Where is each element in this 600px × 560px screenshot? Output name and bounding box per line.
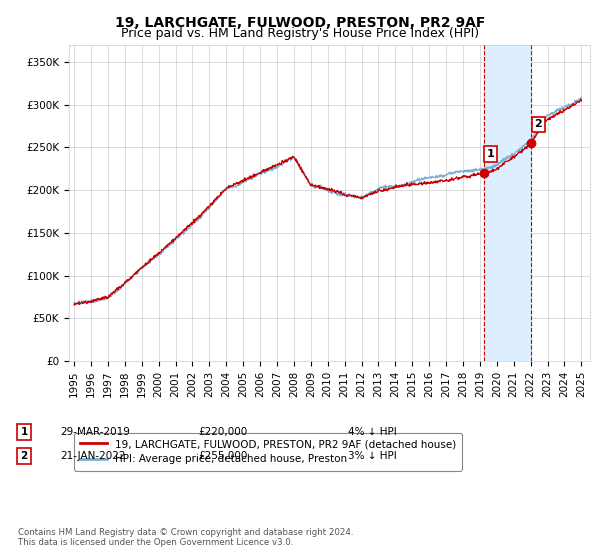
Text: 3% ↓ HPI: 3% ↓ HPI [348,451,397,461]
Text: 4% ↓ HPI: 4% ↓ HPI [348,427,397,437]
Text: 2: 2 [20,451,28,461]
Text: £255,000: £255,000 [198,451,247,461]
Text: 21-JAN-2022: 21-JAN-2022 [60,451,125,461]
Bar [484,45,532,361]
Text: 2: 2 [535,119,542,129]
Text: 19, LARCHGATE, FULWOOD, PRESTON, PR2 9AF: 19, LARCHGATE, FULWOOD, PRESTON, PR2 9AF [115,16,485,30]
Text: £220,000: £220,000 [198,427,247,437]
Text: Contains HM Land Registry data © Crown copyright and database right 2024.
This d: Contains HM Land Registry data © Crown c… [18,528,353,547]
Text: 1: 1 [487,150,494,159]
Text: 29-MAR-2019: 29-MAR-2019 [60,427,130,437]
Text: Price paid vs. HM Land Registry's House Price Index (HPI): Price paid vs. HM Land Registry's House … [121,27,479,40]
Text: 1: 1 [20,427,28,437]
Legend: 19, LARCHGATE, FULWOOD, PRESTON, PR2 9AF (detached house), HPI: Average price, d: 19, LARCHGATE, FULWOOD, PRESTON, PR2 9AF… [74,433,463,470]
